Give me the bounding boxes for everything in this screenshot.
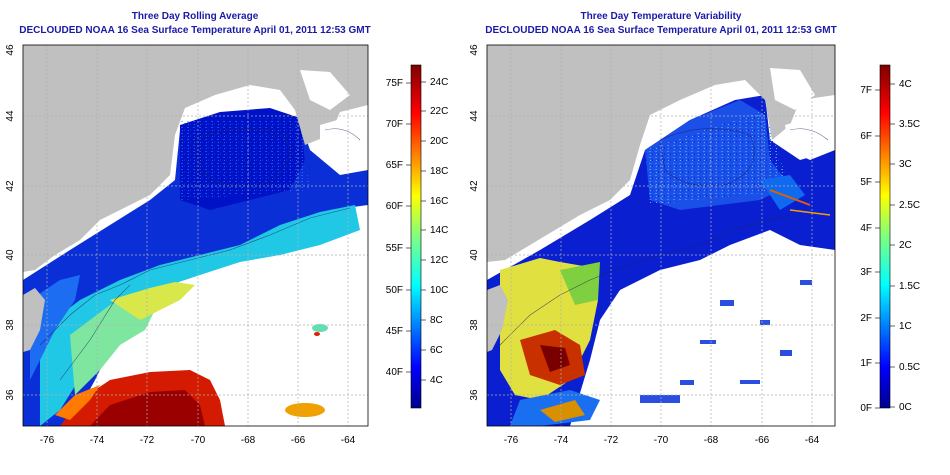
x-tick-label: -70 xyxy=(654,435,669,446)
colorbar-label-f: 70F xyxy=(386,119,403,130)
colorbar-label-c: 4C xyxy=(430,375,443,386)
right-x-axis: -76 -74 -72 -70 -68 -66 -64 xyxy=(504,435,820,446)
left-y-axis: 36 38 40 42 44 46 xyxy=(5,44,16,401)
x-tick-label: -76 xyxy=(504,435,519,446)
colorbar-label-c: 16C xyxy=(430,196,448,207)
y-tick-label: 40 xyxy=(5,249,16,261)
colorbar-label-c: 22C xyxy=(430,106,448,117)
left-colorbar: 75F 70F 65F 60F 55F 50F 45F 40F 24C 22C … xyxy=(386,64,448,409)
x-tick-label: -66 xyxy=(755,435,770,446)
colorbar-label-f: 1F xyxy=(860,358,872,369)
colorbar-label-f: 55F xyxy=(386,243,403,254)
colorbar-label-c: 12C xyxy=(430,255,448,266)
left-colorbar-ramp xyxy=(410,64,422,409)
x-tick-label: -68 xyxy=(704,435,719,446)
y-tick-label: 38 xyxy=(5,319,16,331)
colorbar-label-c: 10C xyxy=(430,285,448,296)
colorbar-label-f: 7F xyxy=(860,85,872,96)
x-tick-label: -74 xyxy=(554,435,569,446)
colorbar-label-f: 60F xyxy=(386,201,403,212)
colorbar-label-c: 6C xyxy=(430,345,443,356)
left-panel-subtitle: DECLOUDED NOAA 16 Sea Surface Temperatur… xyxy=(19,25,370,36)
colorbar-label-c: 0.5C xyxy=(899,362,920,373)
left-panel-title: Three Day Rolling Average xyxy=(132,11,259,22)
colorbar-label-c: 14C xyxy=(430,225,448,236)
y-tick-label: 44 xyxy=(5,110,16,122)
x-tick-label: -64 xyxy=(805,435,820,446)
y-tick-label: 40 xyxy=(469,249,480,261)
colorbar-label-f: 65F xyxy=(386,160,403,171)
y-tick-label: 46 xyxy=(5,44,16,56)
y-tick-label: 42 xyxy=(5,180,16,192)
x-tick-label: -76 xyxy=(40,435,55,446)
colorbar-label-f: 40F xyxy=(386,367,403,378)
colorbar-label-c: 1C xyxy=(899,321,912,332)
left-x-axis: -76 -74 -72 -70 -68 -66 -64 xyxy=(40,435,356,446)
y-tick-label: 36 xyxy=(469,389,480,401)
y-tick-label: 46 xyxy=(469,44,480,56)
right-panel: Three Day Temperature Variability DECLOU… xyxy=(469,11,920,446)
colorbar-label-f: 5F xyxy=(860,177,872,188)
left-map-frame xyxy=(22,44,369,427)
y-tick-label: 38 xyxy=(469,319,480,331)
colorbar-label-c: 24C xyxy=(430,77,448,88)
left-map xyxy=(23,45,368,426)
colorbar-label-f: 6F xyxy=(860,131,872,142)
colorbar-label-c: 3C xyxy=(899,159,912,170)
right-y-axis: 36 38 40 42 44 46 xyxy=(469,44,480,401)
colorbar-label-f: 2F xyxy=(860,313,872,324)
colorbar-label-c: 0C xyxy=(899,402,912,413)
colorbar-label-f: 75F xyxy=(386,78,403,89)
colorbar-label-c: 18C xyxy=(430,166,448,177)
colorbar-label-c: 1.5C xyxy=(899,281,920,292)
colorbar-label-c: 4C xyxy=(899,79,912,90)
colorbar-label-c: 20C xyxy=(430,136,448,147)
right-colorbar-ramp xyxy=(879,64,891,409)
x-tick-label: -74 xyxy=(90,435,105,446)
x-tick-label: -68 xyxy=(241,435,256,446)
y-tick-label: 44 xyxy=(469,110,480,122)
colorbar-label-f: 0F xyxy=(860,403,872,414)
left-grid xyxy=(23,45,368,426)
right-colorbar: 7F 6F 5F 4F 3F 2F 1F 0F 4C 3.5C 3C 2.5C … xyxy=(860,64,920,414)
x-tick-label: -72 xyxy=(140,435,155,446)
colorbar-label-f: 50F xyxy=(386,285,403,296)
colorbar-label-c: 2.5C xyxy=(899,200,920,211)
x-tick-label: -64 xyxy=(341,435,356,446)
x-tick-label: -66 xyxy=(291,435,306,446)
left-panel: Three Day Rolling Average DECLOUDED NOAA… xyxy=(5,11,448,446)
colorbar-label-f: 45F xyxy=(386,326,403,337)
colorbar-label-c: 8C xyxy=(430,315,443,326)
colorbar-label-f: 3F xyxy=(860,267,872,278)
right-grid xyxy=(487,45,835,426)
x-tick-label: -72 xyxy=(604,435,619,446)
y-tick-label: 36 xyxy=(5,389,16,401)
right-panel-title: Three Day Temperature Variability xyxy=(581,11,742,22)
right-map-frame xyxy=(486,44,836,427)
x-tick-label: -70 xyxy=(191,435,206,446)
colorbar-label-c: 2C xyxy=(899,240,912,251)
colorbar-label-f: 4F xyxy=(860,223,872,234)
y-tick-label: 42 xyxy=(469,180,480,192)
right-panel-subtitle: DECLOUDED NOAA 16 Sea Surface Temperatur… xyxy=(485,25,836,36)
colorbar-label-c: 3.5C xyxy=(899,119,920,130)
